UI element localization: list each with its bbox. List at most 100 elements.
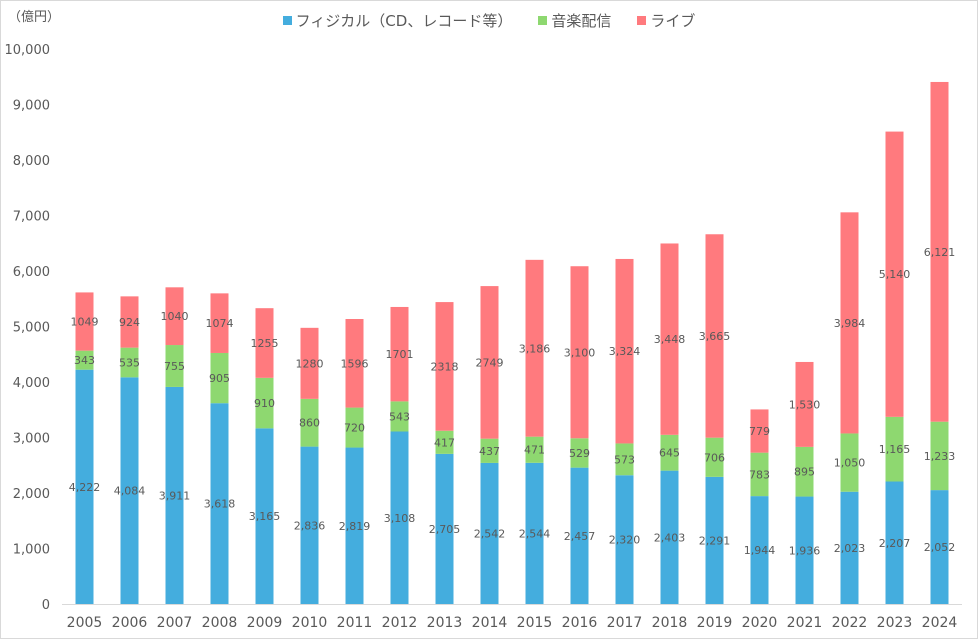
x-tick-label: 2009 xyxy=(247,615,283,631)
legend-label-streaming: 音楽配信 xyxy=(551,12,612,30)
data-label-physical: 3,911 xyxy=(159,489,191,502)
bar-live xyxy=(210,293,229,353)
data-label-streaming: 720 xyxy=(344,422,365,435)
data-label-streaming: 1,050 xyxy=(834,457,866,470)
data-label-live: 5,140 xyxy=(879,268,911,281)
data-label-live: 1255 xyxy=(251,337,279,350)
x-axis: 2005 2006 2007 2008 2009 2010 2011 2012 2013 2014… xyxy=(62,604,962,631)
data-label-physical: 4,084 xyxy=(114,485,146,498)
bar-streaming xyxy=(435,430,454,454)
x-tick-label: 2023 xyxy=(877,615,913,631)
data-label-streaming: 706 xyxy=(704,451,725,464)
data-label-physical: 2,052 xyxy=(924,541,956,554)
bar-streaming xyxy=(840,433,859,492)
data-label-streaming: 905 xyxy=(209,372,230,385)
bar-group-2019 xyxy=(705,234,724,604)
x-tick-label: 2011 xyxy=(337,615,373,631)
data-label-live: 3,100 xyxy=(564,346,596,359)
data-label-physical: 2,291 xyxy=(699,534,731,547)
y-axis-unit-label: （億円） xyxy=(8,10,61,25)
x-tick-label: 2014 xyxy=(472,615,508,631)
data-label-streaming: 417 xyxy=(434,436,455,449)
y-tick-label: 2,000 xyxy=(13,487,50,502)
bar-group-2017 xyxy=(615,258,634,604)
y-axis: 0 1,000 2,000 3,000 4,000 5,000 6,000 7,000 8,00… xyxy=(5,43,51,613)
bar-physical xyxy=(75,369,94,604)
y-tick-label: 4,000 xyxy=(13,376,50,391)
bar-streaming xyxy=(705,437,724,477)
bar-physical xyxy=(300,446,319,604)
legend-item-physical: フィジカル（CD、レコード等） xyxy=(282,10,513,31)
bar-group-2021 xyxy=(795,361,814,604)
y-tick-label: 5,000 xyxy=(13,321,50,336)
bar-group-2023 xyxy=(885,131,904,604)
bar-live xyxy=(525,259,544,437)
bar-live xyxy=(885,131,904,417)
bar-live xyxy=(390,306,409,402)
bar-physical xyxy=(165,386,184,604)
bar-streaming xyxy=(615,443,634,476)
data-label-live: 1049 xyxy=(71,316,99,329)
x-tick-label: 2007 xyxy=(157,615,193,631)
bar-streaming xyxy=(885,416,904,482)
x-tick-label: 2006 xyxy=(112,615,148,631)
data-label-physical: 1,936 xyxy=(789,544,821,557)
data-label-physical: 2,457 xyxy=(564,530,596,543)
data-label-live: 3,665 xyxy=(699,330,731,343)
data-label-live: 924 xyxy=(119,316,140,329)
data-label-live: 1,530 xyxy=(789,398,821,411)
data-label-streaming: 437 xyxy=(479,445,500,458)
data-label-live: 6,121 xyxy=(924,246,956,259)
data-label-physical: 2,320 xyxy=(609,534,641,547)
bar-physical xyxy=(660,470,679,604)
y-tick-label: 0 xyxy=(42,598,50,613)
bar-group-2018 xyxy=(660,243,679,604)
x-tick-label: 2005 xyxy=(67,615,103,631)
bar-group-2024 xyxy=(930,81,949,604)
bar-physical xyxy=(120,377,139,604)
bar-physical xyxy=(930,490,949,604)
bar-streaming xyxy=(120,347,139,378)
bar-group-2016 xyxy=(570,266,589,604)
bar-live xyxy=(750,409,769,453)
legend-label-live: ライブ xyxy=(650,12,696,30)
y-tick-label: 1,000 xyxy=(13,543,50,558)
data-label-live: 1701 xyxy=(386,348,414,361)
bar-physical xyxy=(750,496,769,604)
data-label-live: 1074 xyxy=(206,317,234,330)
bar-physical xyxy=(435,453,454,604)
bar-live xyxy=(435,302,454,431)
x-tick-label: 2012 xyxy=(382,615,418,631)
bar-live xyxy=(930,81,949,422)
x-tick-label: 2016 xyxy=(562,615,598,631)
bar-streaming xyxy=(930,421,949,491)
data-label-streaming: 543 xyxy=(389,410,410,423)
bar-group-2005 xyxy=(75,292,94,604)
bar-physical xyxy=(525,462,544,604)
bar-group-2013 xyxy=(435,302,454,604)
legend-label-physical: フィジカル（CD、レコード等） xyxy=(295,12,513,30)
data-label-live: 3,186 xyxy=(519,342,551,355)
data-label-live: 3,448 xyxy=(654,333,686,346)
bar-streaming xyxy=(255,377,274,429)
bar-live xyxy=(345,319,364,408)
bar-physical xyxy=(570,467,589,604)
data-label-streaming: 860 xyxy=(299,417,320,430)
data-label-streaming: 471 xyxy=(524,444,545,457)
data-label-physical: 3,165 xyxy=(249,510,281,523)
bar-group-2008 xyxy=(210,293,229,604)
data-label-streaming: 1,165 xyxy=(879,443,911,456)
data-label-physical: 2,819 xyxy=(339,520,371,533)
bar-physical xyxy=(210,403,229,604)
bar-group-2009 xyxy=(255,308,274,604)
bar-live xyxy=(840,212,859,434)
bar-streaming xyxy=(795,446,814,497)
bar-physical xyxy=(390,431,409,604)
bar-physical xyxy=(705,476,724,604)
bar-group-2015 xyxy=(525,259,544,604)
bar-group-2020 xyxy=(750,409,769,604)
x-tick-label: 2022 xyxy=(832,615,868,631)
bar-group-2012 xyxy=(390,306,409,604)
data-label-physical: 2,544 xyxy=(519,527,551,540)
